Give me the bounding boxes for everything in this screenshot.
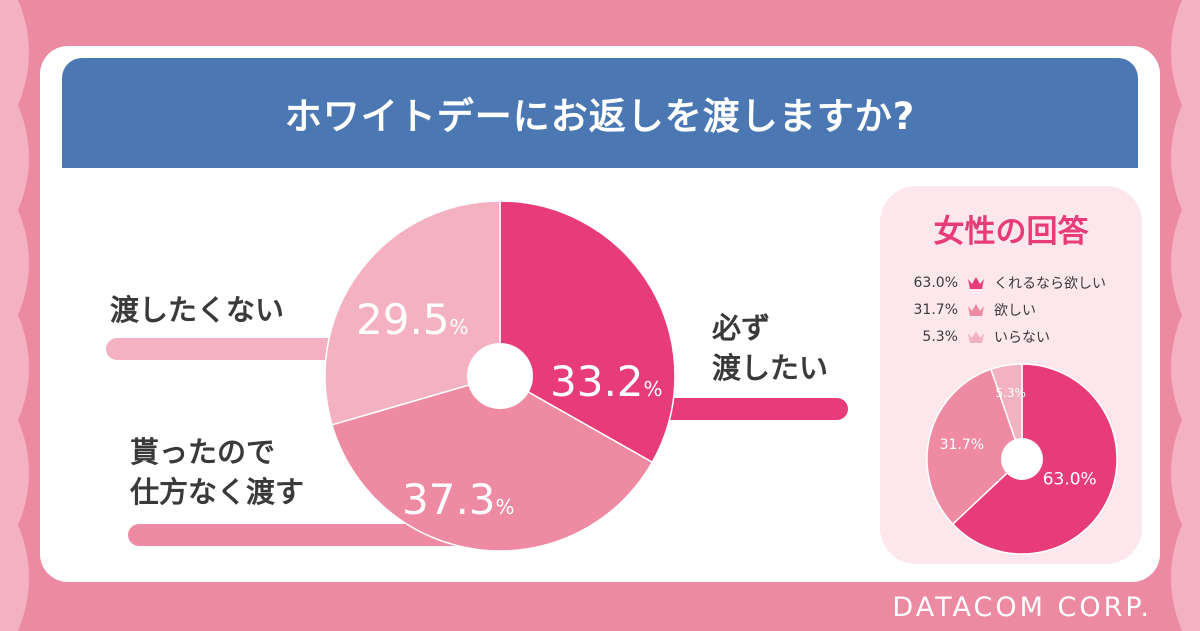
label-must-give: 必ず 渡したい bbox=[712, 308, 828, 388]
value-must-give-number: 33.2 bbox=[550, 357, 644, 406]
slice-dont-need bbox=[989, 363, 1023, 460]
label-dont-want-line1: 渡したくない bbox=[110, 293, 285, 327]
legend-label-want-if-given: くれるなら欲しい bbox=[994, 276, 1106, 292]
label-reluctant: 貰ったので 仕方なく渡す bbox=[130, 432, 304, 512]
main-pie-hole bbox=[467, 343, 533, 409]
legend-row-want: 31.7% 欲しい bbox=[880, 299, 1036, 321]
value-reluctant-number: 37.3 bbox=[402, 475, 496, 524]
slice-must-give bbox=[499, 200, 676, 464]
page-title: ホワイトデーにお返しを渡しますか? bbox=[62, 58, 1138, 168]
slice-reluctant bbox=[331, 375, 654, 552]
label-must-give-line1: 必ず bbox=[712, 311, 771, 345]
women-pie-hole bbox=[1001, 438, 1043, 480]
legend-value-want: 31.7% bbox=[913, 302, 958, 318]
value-dont-want-number: 29.5 bbox=[356, 295, 450, 344]
label-reluctant-line2: 仕方なく渡す bbox=[130, 475, 305, 509]
leader-bar-must-give bbox=[636, 398, 848, 420]
value-dont-want: 29.5% bbox=[356, 298, 469, 349]
crown-icon bbox=[968, 304, 984, 316]
slice-dont-want bbox=[324, 200, 501, 426]
women-answer-panel: 女性の回答 63.0% くれるなら欲しい 31.7% 欲しい 5.3% いらない… bbox=[880, 186, 1142, 564]
panel-title: 女性の回答 bbox=[933, 214, 1089, 250]
value-must-give-unit: % bbox=[643, 377, 663, 401]
legend-row-dont-need: 5.3% いらない bbox=[880, 326, 1050, 348]
women-value-want: 31.7% bbox=[940, 437, 984, 453]
legend-value-dont-need: 5.3% bbox=[922, 329, 958, 345]
women-value-want-if-given: 63.0% bbox=[1043, 470, 1097, 490]
crown-icon bbox=[968, 331, 984, 343]
slice-want bbox=[926, 368, 1023, 526]
legend-value-want-if-given: 63.0% bbox=[913, 275, 958, 291]
company-logo-text: DATACOM CORP. bbox=[892, 592, 1152, 623]
value-reluctant: 37.3% bbox=[402, 478, 515, 529]
legend-row-want-if-given: 63.0% くれるなら欲しい bbox=[880, 272, 1106, 294]
label-must-give-line2: 渡したい bbox=[712, 351, 829, 385]
leader-bar-reluctant bbox=[128, 524, 476, 546]
right-scallop-border bbox=[1171, 0, 1200, 631]
value-must-give: 33.2% bbox=[550, 360, 663, 411]
value-reluctant-unit: % bbox=[495, 495, 515, 519]
women-pie-chart: 63.0% 31.7% 5.3% bbox=[926, 363, 1118, 555]
left-scallop-border bbox=[0, 0, 29, 631]
main-pie-chart bbox=[106, 200, 848, 552]
crown-icon bbox=[968, 277, 984, 289]
women-value-dont-need: 5.3% bbox=[995, 386, 1026, 400]
label-dont-want: 渡したくない bbox=[110, 290, 284, 330]
legend-label-want: 欲しい bbox=[994, 303, 1036, 319]
infographic-card: ホワイトデーにお返しを渡しますか? 必ず 渡したい 渡したくない 貰ったので 仕… bbox=[40, 46, 1160, 582]
value-dont-want-unit: % bbox=[449, 315, 469, 339]
label-reluctant-line1: 貰ったので bbox=[130, 435, 276, 469]
legend-label-dont-need: いらない bbox=[994, 330, 1050, 346]
